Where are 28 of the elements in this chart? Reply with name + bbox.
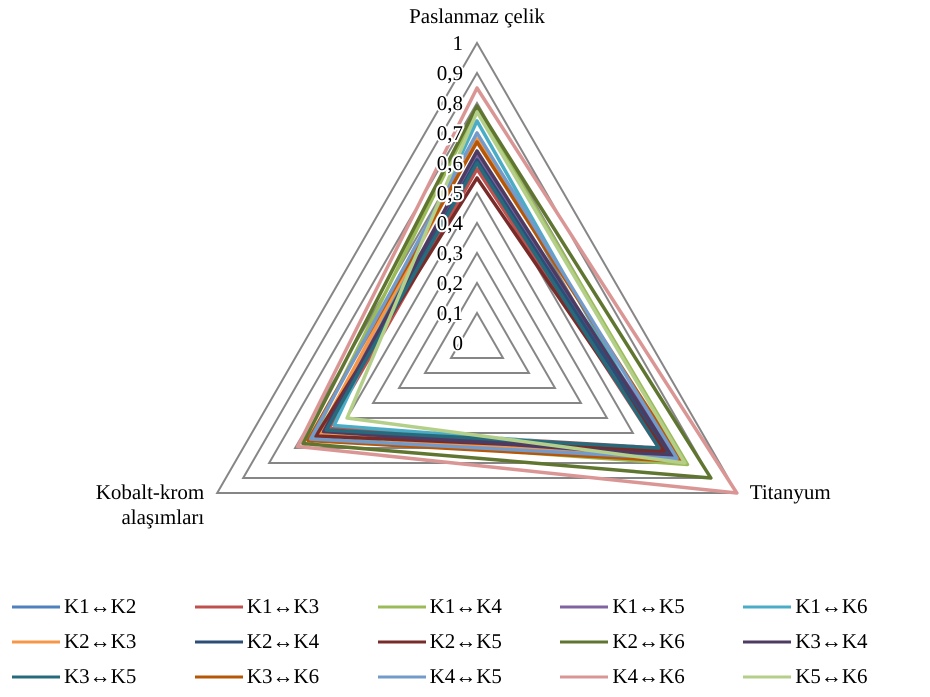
spoke-label: Paslanmaz çelik xyxy=(409,4,546,28)
spoke-label: Kobalt-krom alaşımları xyxy=(96,480,204,529)
legend-label: K2↔K4 xyxy=(246,629,320,654)
legend-label: K2↔K6 xyxy=(612,629,685,654)
legend-label: K2↔K5 xyxy=(430,629,502,654)
y-tick-label: 0,5 xyxy=(436,181,463,205)
legend-label: K3↔K4 xyxy=(795,629,868,654)
legend-label: K4↔K6 xyxy=(612,664,685,689)
legend-label: K3↔K6 xyxy=(246,664,320,689)
legend-label: K1↔K6 xyxy=(795,594,868,619)
y-tick-label: 0,1 xyxy=(436,301,463,325)
legend-label: K4↔K5 xyxy=(430,664,502,689)
y-tick-label: 0,8 xyxy=(436,91,463,115)
y-tick-label: 0,7 xyxy=(436,121,463,145)
legend-label: K1↔K2 xyxy=(64,594,136,619)
y-tick-label: 0,3 xyxy=(436,241,463,265)
legend-label: K5↔K6 xyxy=(795,664,868,689)
y-tick-label: 0,9 xyxy=(436,61,463,85)
legend-label: K1↔K5 xyxy=(612,594,685,619)
legend-label: K2↔K3 xyxy=(64,629,136,654)
y-tick-label: 1 xyxy=(452,31,463,55)
y-tick-label: 0 xyxy=(452,331,463,355)
legend-label: K3↔K5 xyxy=(64,664,136,689)
legend-label: K1↔K3 xyxy=(246,594,320,619)
y-tick-label: 0,2 xyxy=(436,271,463,295)
y-tick-label: 0,4 xyxy=(436,211,464,235)
legend-label: K1↔K4 xyxy=(430,594,502,619)
spoke-label: Titanyum xyxy=(750,480,831,504)
